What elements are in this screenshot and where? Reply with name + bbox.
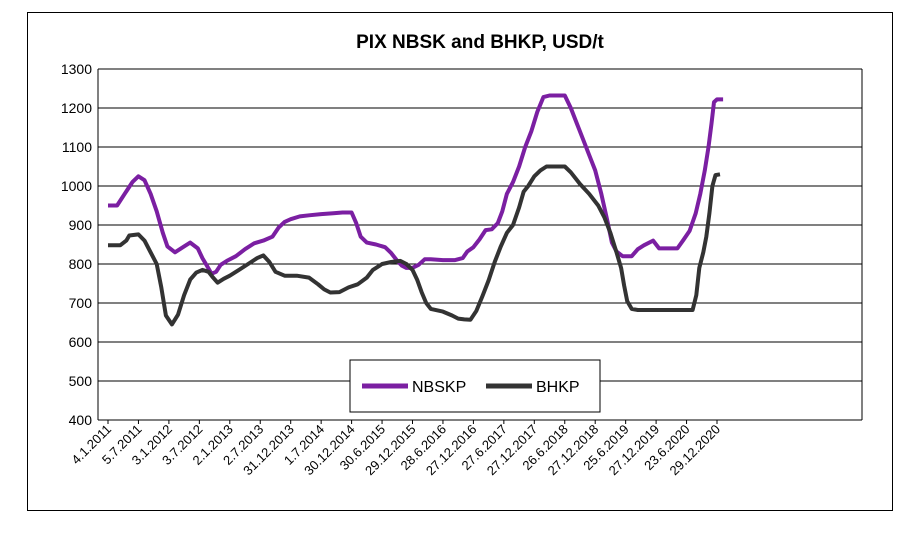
chart-title: PIX NBSK and BHKP, USD/t xyxy=(356,32,604,53)
y-tick-label: 1300 xyxy=(61,61,92,77)
legend-box xyxy=(349,359,601,413)
x-axis-ticks: 4.1.20115.7.20113.1.20123.7.20122.1.2013… xyxy=(68,420,723,478)
series-line-bhkp xyxy=(108,164,721,327)
y-tick-label: 1100 xyxy=(62,139,92,155)
y-tick-label: 800 xyxy=(69,256,93,272)
y-tick-label: 400 xyxy=(69,412,93,428)
legend-label-nbskp: NBSKP xyxy=(412,379,466,396)
y-axis-ticks: 400 500 600 700 800 900 1000 1100 1200 1300 xyxy=(61,61,92,428)
y-tick-label: 1200 xyxy=(61,100,92,116)
y-tick-label: 500 xyxy=(69,373,93,389)
axes xyxy=(97,69,863,421)
series-line-nbskp xyxy=(108,93,724,276)
chart-frame xyxy=(27,12,893,511)
series-lines xyxy=(108,93,724,327)
legend: NBSKP BHKP xyxy=(349,359,601,413)
y-tick-label: 900 xyxy=(69,217,93,233)
y-tick-label: 600 xyxy=(69,334,93,350)
y-tick-label: 700 xyxy=(69,295,93,311)
legend-label-bhkp: BHKP xyxy=(536,379,580,396)
y-tick-label: 1000 xyxy=(61,178,92,194)
